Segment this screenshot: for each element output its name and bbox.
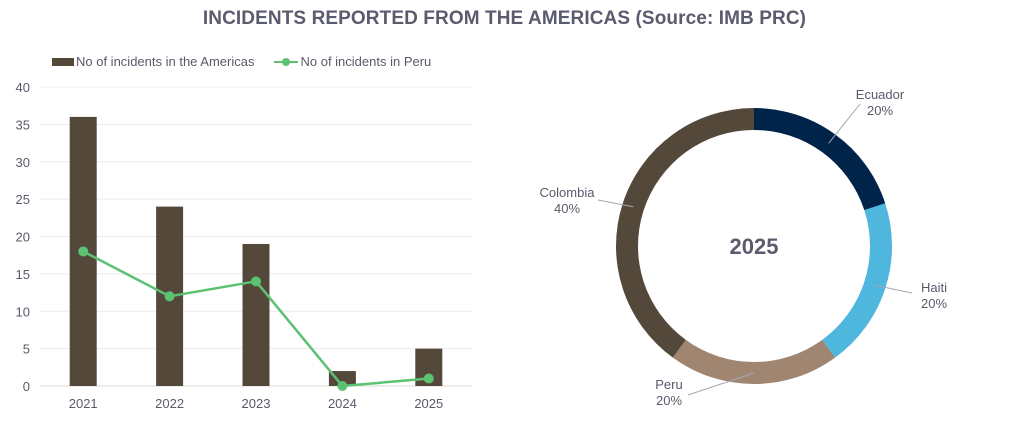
x-tick-label: 2024 [328, 396, 357, 411]
leader-line [597, 199, 634, 208]
slice-colombia [616, 108, 754, 358]
legend-swatch-bar [52, 57, 74, 66]
legend: No of incidents in the Americas No of in… [52, 54, 451, 69]
legend-label: No of incidents in Peru [300, 54, 432, 69]
y-tick-label: 25 [16, 192, 30, 207]
legend-item-peru: No of incidents in Peru [274, 54, 431, 69]
y-tick-label: 20 [16, 230, 30, 245]
slice-label: Haiti [921, 280, 947, 295]
y-tick-label: 10 [16, 304, 30, 319]
peru-point-2025 [423, 373, 434, 384]
leader-line [874, 284, 913, 294]
bar-2024 [328, 371, 356, 386]
x-tick-label: 2025 [414, 396, 443, 411]
x-tick-label: 2021 [69, 396, 98, 411]
slice-label: Peru [655, 377, 682, 392]
x-tick-label: 2023 [242, 396, 271, 411]
slice-ecuador [754, 108, 886, 211]
y-tick-label: 30 [16, 155, 30, 170]
legend-item-americas: No of incidents in the Americas [52, 54, 254, 69]
y-tick-label: 40 [16, 80, 30, 95]
chart-title: INCIDENTS REPORTED FROM THE AMERICAS (So… [202, 8, 807, 29]
y-tick-label: 35 [16, 117, 30, 132]
leader-line [828, 103, 861, 144]
slice-label: Colombia [540, 185, 596, 200]
bar-2023 [242, 243, 270, 386]
y-tick-label: 15 [16, 267, 30, 282]
slice-peru [672, 339, 836, 385]
slice-percent: 20% [867, 103, 893, 118]
x-tick-label: 2022 [155, 396, 184, 411]
slice-percent: 20% [656, 393, 682, 408]
y-tick-label: 0 [23, 379, 30, 394]
leader-line [687, 372, 755, 396]
legend-label: No of incidents in the Americas [76, 54, 255, 69]
slice-percent: 20% [921, 296, 947, 311]
slice-label: Ecuador [856, 87, 905, 102]
peru-point-2022 [164, 291, 175, 302]
legend-swatch-line [274, 55, 299, 69]
peru-point-2023 [251, 276, 261, 287]
slice-haiti [822, 203, 892, 358]
y-tick-label: 5 [23, 342, 30, 357]
slice-percent: 40% [554, 201, 580, 216]
peru-point-2024 [337, 381, 348, 391]
peru-point-2021 [78, 246, 89, 257]
donut-center-label: 2025 [730, 234, 779, 259]
